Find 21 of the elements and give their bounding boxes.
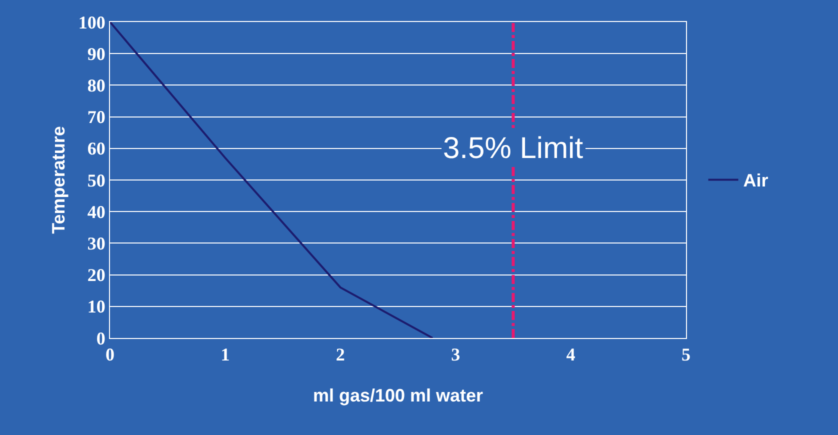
y-tick-label: 90 xyxy=(87,44,106,64)
y-tick-label: 80 xyxy=(87,76,106,96)
y-tick-label: 100 xyxy=(78,12,106,32)
x-tick-label: 2 xyxy=(336,344,345,365)
y-tick-label: 60 xyxy=(87,138,106,159)
x-tick-label: 4 xyxy=(566,344,576,365)
y-axis-title: Temperature xyxy=(48,126,69,234)
y-tick-label: 40 xyxy=(87,202,106,222)
x-tick-label: 3 xyxy=(451,344,460,365)
line-series xyxy=(110,22,434,338)
x-tick-label: 5 xyxy=(682,344,690,365)
ref-line-label: 3.5% Limit xyxy=(443,132,584,165)
y-tick-label: 50 xyxy=(87,170,106,190)
y-tick-label: 70 xyxy=(87,107,106,128)
y-tick-label: 20 xyxy=(87,265,106,286)
legend-label: Air xyxy=(743,170,768,191)
x-axis-title: ml gas/100 ml water xyxy=(312,386,484,406)
y-tick-label: 0 xyxy=(96,328,106,348)
y-tick-label: 30 xyxy=(87,234,106,254)
x-tick-label: 1 xyxy=(220,344,230,365)
y-tick-label: 10 xyxy=(87,296,106,317)
